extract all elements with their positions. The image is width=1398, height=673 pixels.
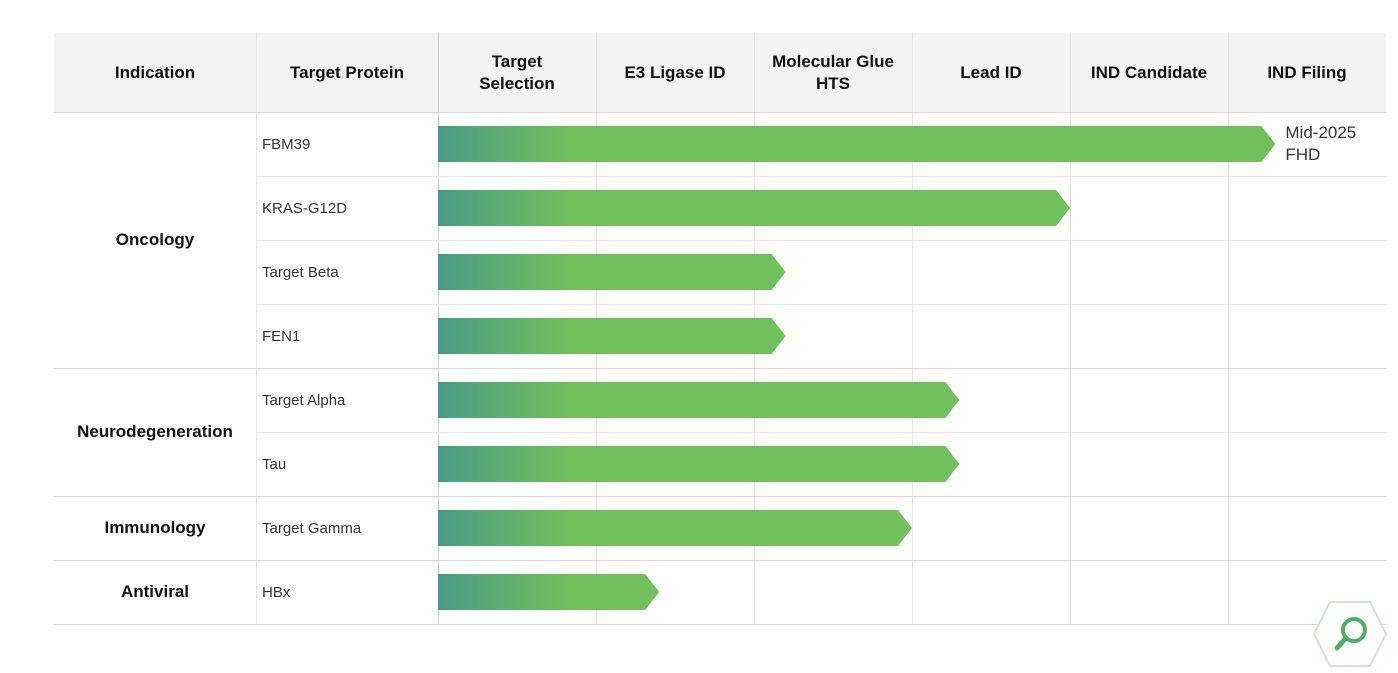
annotation: Mid-2025 FHD xyxy=(1285,123,1357,165)
stage-header: IND Candidate xyxy=(1070,33,1228,112)
row-line xyxy=(256,432,1386,433)
stage-header: Lead ID xyxy=(912,33,1070,112)
bar xyxy=(438,574,659,610)
bar xyxy=(438,126,1275,162)
zoom-icon[interactable] xyxy=(1341,617,1367,643)
bar xyxy=(438,318,786,354)
row-line xyxy=(256,240,1386,241)
stage-header: IND Filing xyxy=(1228,33,1386,112)
bar xyxy=(438,510,912,546)
row-line xyxy=(256,304,1386,305)
group-line xyxy=(54,560,1386,561)
bar xyxy=(438,382,959,418)
indication: Oncology xyxy=(115,230,195,249)
indication: Neurodegeneration xyxy=(77,422,233,441)
bar xyxy=(438,446,959,482)
bar xyxy=(438,190,1070,226)
bottom-line xyxy=(54,624,1386,625)
indication: Antiviral xyxy=(120,582,190,601)
row-line xyxy=(256,176,1386,177)
group-line xyxy=(54,496,1386,497)
header-cell: Target Protein xyxy=(256,33,438,112)
column-line xyxy=(256,33,257,624)
target: HBx xyxy=(262,583,291,601)
target: Target Alpha xyxy=(262,391,346,409)
stage-header: Target Selection xyxy=(438,33,596,112)
bar xyxy=(438,254,786,290)
group-line xyxy=(54,112,1386,113)
column-line xyxy=(1228,33,1229,624)
target: FEN1 xyxy=(262,327,301,345)
target: Tau xyxy=(262,455,287,473)
stage-header: E3 Ligase ID xyxy=(596,33,754,112)
header-cell: Indication xyxy=(54,33,256,112)
target: Target Gamma xyxy=(262,519,362,537)
target: KRAS-G12D xyxy=(262,199,348,217)
zoom-icon-handle[interactable] xyxy=(1334,635,1349,651)
column-line xyxy=(1070,33,1071,624)
target: Target Beta xyxy=(262,263,339,281)
group-line xyxy=(54,368,1386,369)
column-line xyxy=(912,33,913,624)
target: FBM39 xyxy=(262,135,311,153)
stage-header: Molecular Glue HTS xyxy=(754,33,912,112)
zoom-button[interactable] xyxy=(1310,598,1390,670)
zoom-hexagon[interactable] xyxy=(1312,601,1388,667)
indication: Immunology xyxy=(104,518,206,537)
